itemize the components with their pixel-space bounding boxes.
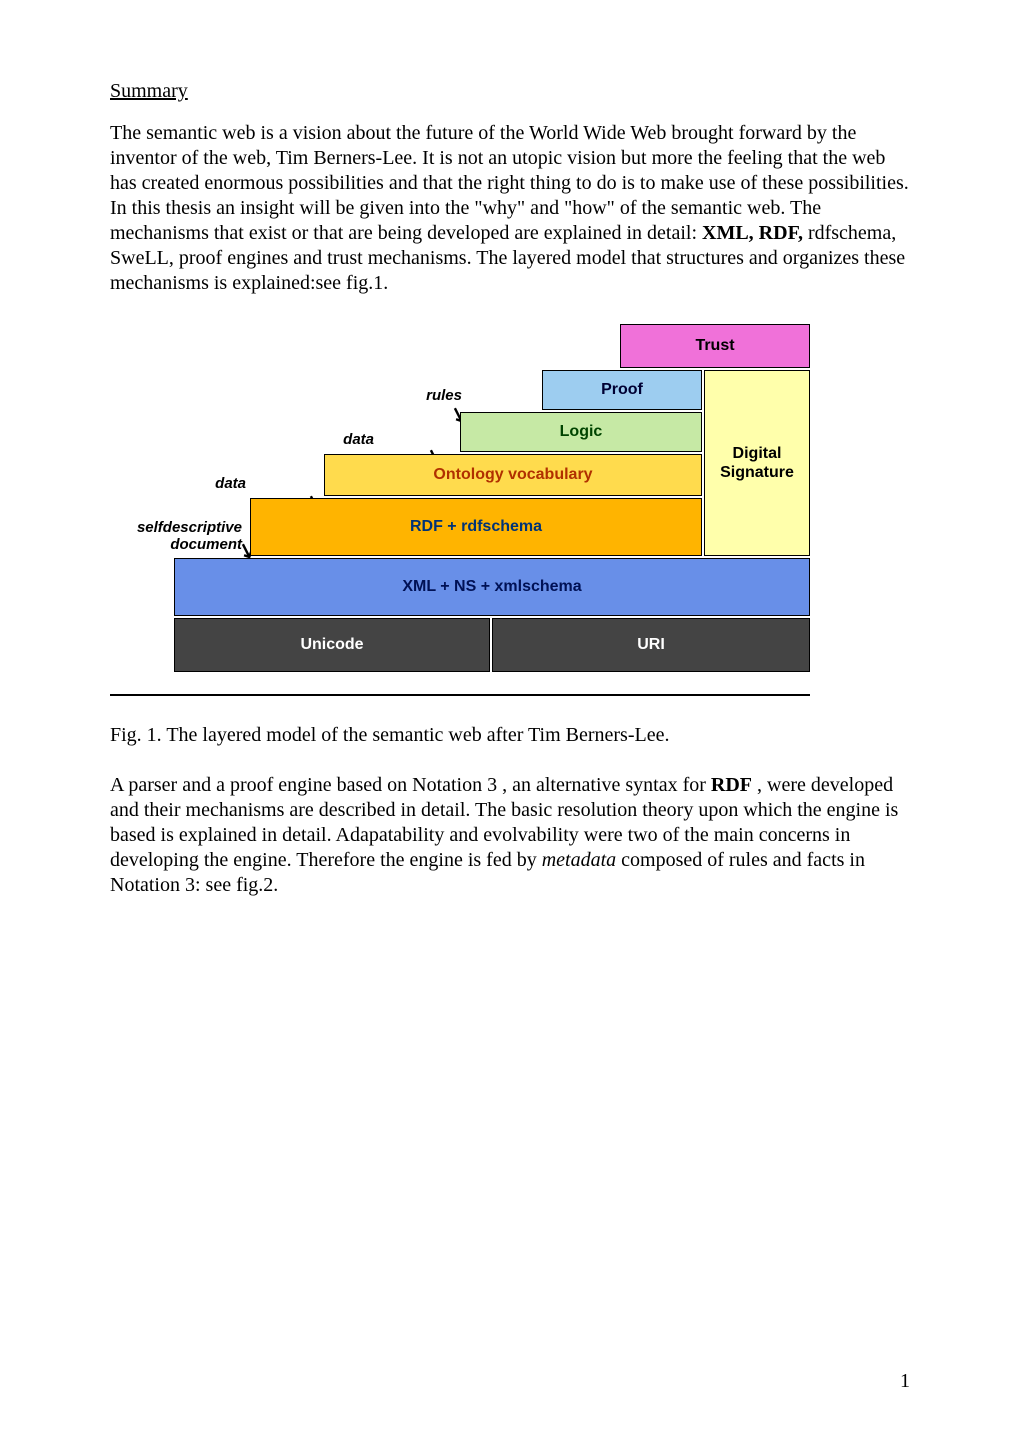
layer-digsig: Digital Signature [704,370,810,556]
layer-logic: Logic [460,412,702,452]
layer-proof: Proof [542,370,702,410]
label-selfdescriptive: selfdescriptive document [102,520,242,553]
semantic-web-layer-diagram: selfdescriptive document ↘ data ↘ data ↘… [110,324,810,694]
page-number: 1 [900,1370,910,1393]
para2-a: A parser and a proof engine based on Not… [110,774,711,796]
para2-b: RDF [711,774,752,796]
para1-bold: XML, RDF, [702,222,803,244]
intro-paragraph: The semantic web is a vision about the f… [110,121,910,296]
layer-rdf: RDF + rdfschema [250,498,702,556]
layer-unicode: Unicode [174,618,490,672]
layer-uri: URI [492,618,810,672]
figure-1-caption: Fig. 1. The layered model of the semanti… [110,724,910,747]
section-heading: Summary [110,80,910,103]
label-data-1: data [186,476,246,493]
label-data-2: data [314,432,374,449]
second-paragraph: A parser and a proof engine based on Not… [110,773,910,898]
layer-trust: Trust [620,324,810,368]
layer-digsig-text: Digital Signature [705,444,809,482]
figure-1: selfdescriptive document ↘ data ↘ data ↘… [110,324,810,696]
para2-d: metadata [542,849,616,871]
layer-ontology: Ontology vocabulary [324,454,702,496]
layer-xml: XML + NS + xmlschema [174,558,810,616]
